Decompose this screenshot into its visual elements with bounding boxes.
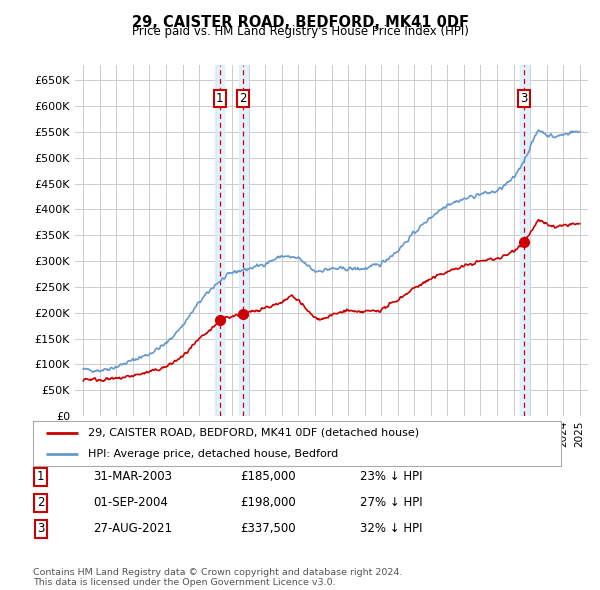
Text: 29, CAISTER ROAD, BEDFORD, MK41 0DF: 29, CAISTER ROAD, BEDFORD, MK41 0DF bbox=[131, 15, 469, 30]
Text: 01-SEP-2004: 01-SEP-2004 bbox=[93, 496, 168, 509]
Text: 29, CAISTER ROAD, BEDFORD, MK41 0DF (detached house): 29, CAISTER ROAD, BEDFORD, MK41 0DF (det… bbox=[88, 428, 419, 438]
Text: Price paid vs. HM Land Registry's House Price Index (HPI): Price paid vs. HM Land Registry's House … bbox=[131, 25, 469, 38]
Text: 27-AUG-2021: 27-AUG-2021 bbox=[93, 522, 172, 535]
Text: 3: 3 bbox=[37, 522, 44, 535]
Text: 2: 2 bbox=[37, 496, 44, 509]
Text: Contains HM Land Registry data © Crown copyright and database right 2024.
This d: Contains HM Land Registry data © Crown c… bbox=[33, 568, 403, 587]
Text: 31-MAR-2003: 31-MAR-2003 bbox=[93, 470, 172, 483]
Text: 27% ↓ HPI: 27% ↓ HPI bbox=[360, 496, 422, 509]
Text: £198,000: £198,000 bbox=[240, 496, 296, 509]
Text: £337,500: £337,500 bbox=[240, 522, 296, 535]
Bar bbox=[520, 65, 529, 416]
Bar bbox=[215, 65, 224, 416]
Text: 32% ↓ HPI: 32% ↓ HPI bbox=[360, 522, 422, 535]
Text: £185,000: £185,000 bbox=[240, 470, 296, 483]
Text: 23% ↓ HPI: 23% ↓ HPI bbox=[360, 470, 422, 483]
Text: 1: 1 bbox=[216, 92, 224, 105]
Text: 3: 3 bbox=[521, 92, 528, 105]
Text: HPI: Average price, detached house, Bedford: HPI: Average price, detached house, Bedf… bbox=[88, 449, 338, 459]
Text: 1: 1 bbox=[37, 470, 44, 483]
Bar bbox=[239, 65, 248, 416]
Text: 2: 2 bbox=[239, 92, 247, 105]
